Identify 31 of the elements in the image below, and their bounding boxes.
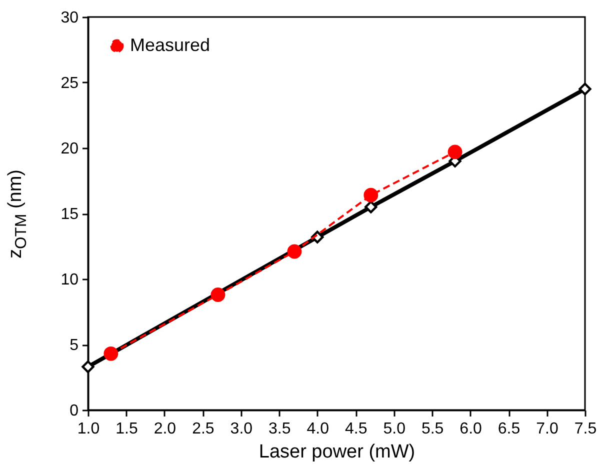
point <box>210 288 226 302</box>
point <box>448 144 462 160</box>
x-tick-label: 3.5 <box>268 420 291 438</box>
x-axis-title: Laser power (mW) <box>258 442 416 462</box>
x-tick-label: 5.0 <box>383 420 406 438</box>
point <box>82 360 94 374</box>
x-tick-label: 7.5 <box>574 420 597 438</box>
y-tick-label: 15 <box>60 206 79 223</box>
x-tick-label: 6.0 <box>460 420 482 438</box>
x-tick-label: 4.0 <box>306 420 330 438</box>
y-tick-label: 10 <box>60 272 79 288</box>
y-tick-label: 0 <box>70 402 79 420</box>
x-tick-label: 6.5 <box>498 420 520 438</box>
x-tick-label: 5.5 <box>421 420 444 438</box>
x-tick-label: 2.5 <box>192 420 214 438</box>
point <box>364 188 378 202</box>
point <box>287 244 302 259</box>
y-tick-label: 5 <box>70 337 79 354</box>
x-tick-label: 1.0 <box>77 420 100 438</box>
y-tick-label: 25 <box>60 75 79 92</box>
point <box>578 82 592 96</box>
y-tick-label: 20 <box>60 140 79 158</box>
y-tick-label: 30 <box>60 10 79 26</box>
x-tick-label: 4.5 <box>344 420 368 438</box>
point <box>364 200 378 214</box>
x-tick-label: 2.0 <box>154 420 176 438</box>
legend-label: Measured <box>130 35 210 55</box>
x-tick-label: 3.0 <box>230 420 253 438</box>
x-tick-label: 1.5 <box>116 420 138 438</box>
point <box>104 346 118 361</box>
x-tick-label: 7.0 <box>536 420 558 438</box>
